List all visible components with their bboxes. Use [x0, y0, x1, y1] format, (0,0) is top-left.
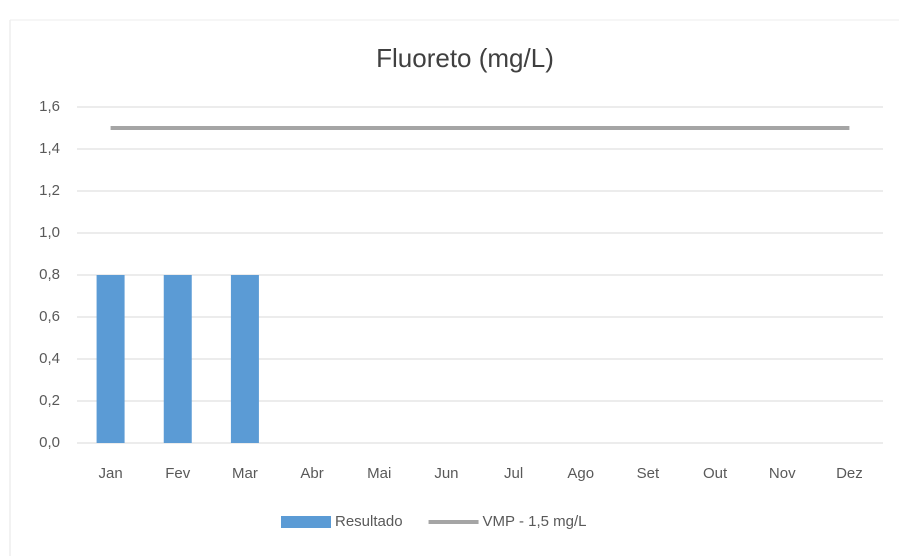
legend-label: Resultado [335, 513, 403, 530]
x-tick-label: Dez [836, 465, 863, 482]
x-tick-label: Out [703, 465, 728, 482]
legend-label: VMP - 1,5 mg/L [483, 513, 587, 530]
y-tick-label: 0,2 [39, 392, 60, 409]
y-tick-label: 0,4 [39, 350, 60, 367]
x-tick-label: Jan [98, 465, 122, 482]
x-tick-label: Ago [567, 465, 594, 482]
y-tick-label: 0,6 [39, 308, 60, 325]
y-tick-label: 1,6 [39, 98, 60, 115]
y-tick-label: 0,0 [39, 434, 60, 451]
x-tick-label: Jul [504, 465, 523, 482]
x-tick-label: Set [637, 465, 660, 482]
x-tick-label: Mar [232, 465, 258, 482]
x-tick-label: Mai [367, 465, 391, 482]
bar [96, 275, 125, 443]
legend-swatch [281, 516, 331, 528]
x-tick-label: Nov [769, 465, 796, 482]
x-tick-label: Abr [300, 465, 323, 482]
bar [230, 275, 259, 443]
y-tick-label: 1,2 [39, 182, 60, 199]
chart-title: Fluoreto (mg/L) [376, 43, 554, 73]
x-tick-label: Jun [434, 465, 458, 482]
y-tick-label: 0,8 [39, 266, 60, 283]
bar [163, 275, 192, 443]
y-tick-label: 1,0 [39, 224, 60, 241]
x-tick-label: Fev [165, 465, 191, 482]
y-tick-label: 1,4 [39, 140, 60, 157]
